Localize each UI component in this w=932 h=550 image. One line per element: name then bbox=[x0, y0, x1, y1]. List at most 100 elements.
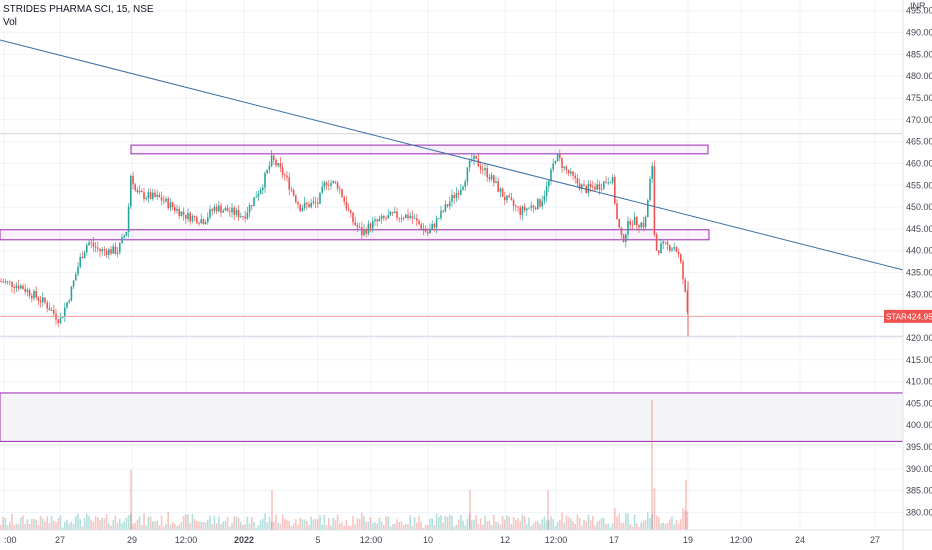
volume-bar bbox=[600, 518, 603, 530]
candle-body bbox=[193, 216, 196, 217]
candle-body bbox=[556, 153, 559, 162]
symbol-title[interactable]: STRIDES PHARMA SCI, 15, NSE bbox=[3, 4, 154, 15]
candle-body bbox=[132, 175, 134, 185]
candle-body bbox=[633, 216, 636, 225]
volume-bar bbox=[110, 525, 112, 530]
candle-body bbox=[53, 309, 55, 314]
candle-body bbox=[266, 169, 268, 174]
candle-body bbox=[548, 180, 550, 187]
time-tick-label: 19 bbox=[683, 535, 693, 545]
volume-bar bbox=[552, 519, 554, 530]
candle-body bbox=[537, 199, 539, 210]
volume-bar bbox=[92, 521, 95, 530]
price-badge-symbol: STAR bbox=[886, 312, 907, 321]
candle-body bbox=[145, 197, 147, 199]
candle-body bbox=[446, 204, 449, 207]
candle-body bbox=[231, 207, 233, 213]
candle-body bbox=[281, 167, 284, 175]
volume-bar bbox=[136, 519, 139, 530]
candle-body bbox=[479, 166, 482, 170]
volume-bar bbox=[145, 525, 147, 530]
candle-body bbox=[530, 205, 532, 208]
candle-body bbox=[383, 216, 385, 219]
candle-body bbox=[116, 252, 119, 254]
volume-bar bbox=[510, 523, 513, 530]
time-tick-label: 10 bbox=[423, 535, 433, 545]
candle-body bbox=[675, 247, 678, 252]
candle-body bbox=[246, 212, 249, 219]
candle-body bbox=[532, 205, 535, 208]
volume-bar bbox=[647, 512, 649, 530]
candle-body bbox=[424, 228, 427, 232]
volume-bar bbox=[473, 519, 475, 530]
volume-bar bbox=[154, 521, 156, 530]
volume-bar bbox=[528, 517, 530, 530]
price-badge-bg bbox=[884, 309, 932, 323]
candle-body bbox=[352, 212, 354, 223]
price-axis[interactable]: 495.00 490.00 485.00 480.00 475.00 470.00 465.… bbox=[902, 0, 932, 550]
candle-body bbox=[127, 206, 130, 232]
volume-bar bbox=[22, 515, 24, 530]
volume-label[interactable]: Vol bbox=[3, 17, 17, 28]
candle-body bbox=[292, 189, 295, 196]
candle-body bbox=[323, 182, 326, 187]
candle-body bbox=[570, 171, 572, 174]
volume-bar bbox=[48, 522, 51, 530]
candle-body bbox=[110, 249, 112, 254]
volume-bar bbox=[655, 515, 658, 530]
candle-body bbox=[251, 205, 253, 207]
candle-body bbox=[453, 194, 455, 199]
candle-body bbox=[389, 211, 392, 216]
volume-bar bbox=[631, 526, 634, 530]
candle-body bbox=[504, 196, 506, 201]
volume-bar bbox=[486, 521, 488, 530]
candle-body bbox=[607, 182, 609, 184]
candle-body bbox=[466, 167, 469, 182]
volume-bar bbox=[475, 515, 477, 530]
volume-bar bbox=[323, 515, 326, 530]
candle-body bbox=[361, 227, 363, 236]
volume-bar bbox=[405, 523, 407, 530]
candle-body bbox=[396, 211, 398, 218]
candle-body bbox=[224, 208, 227, 211]
volume-bar bbox=[664, 524, 667, 530]
candle-body bbox=[125, 231, 128, 236]
volume-bar bbox=[479, 518, 482, 530]
candle-body bbox=[372, 221, 374, 229]
volume-bar bbox=[466, 519, 469, 530]
price-tick-label: 420.00 bbox=[906, 333, 932, 343]
candle-body bbox=[347, 208, 350, 211]
candle-body bbox=[449, 201, 451, 207]
volume-bar bbox=[508, 516, 510, 530]
volume-bar bbox=[200, 521, 202, 530]
candle-body bbox=[75, 274, 77, 281]
candle-body bbox=[543, 195, 546, 201]
volume-bar bbox=[554, 526, 557, 530]
candle-body bbox=[394, 211, 396, 213]
candle-body bbox=[134, 184, 136, 191]
volume-bar bbox=[391, 523, 394, 530]
candle-body bbox=[101, 249, 103, 252]
candle-body bbox=[72, 280, 75, 287]
candle-body bbox=[204, 221, 207, 225]
candle-body bbox=[343, 197, 345, 202]
volume-bar bbox=[284, 518, 286, 530]
candle-body bbox=[284, 174, 286, 176]
volume-bar bbox=[618, 513, 620, 530]
volume-bar bbox=[585, 521, 587, 530]
candle-body bbox=[299, 204, 301, 212]
volume-bar bbox=[138, 516, 141, 530]
volume-bar bbox=[545, 520, 548, 530]
time-axis[interactable]: :00 27 29 12:00 2022 5 12:00 10 12 12:00 17 19 12:00… bbox=[0, 529, 932, 545]
volume-bar bbox=[389, 526, 392, 530]
candle-body bbox=[515, 205, 517, 207]
volume-bar bbox=[596, 521, 598, 530]
candle-body bbox=[495, 181, 497, 183]
candle-body bbox=[334, 181, 337, 183]
volume-bar bbox=[416, 522, 418, 530]
candle-body bbox=[358, 227, 361, 228]
volume-bar bbox=[572, 521, 574, 530]
candle-body bbox=[631, 224, 634, 226]
volume-bar bbox=[20, 517, 22, 530]
